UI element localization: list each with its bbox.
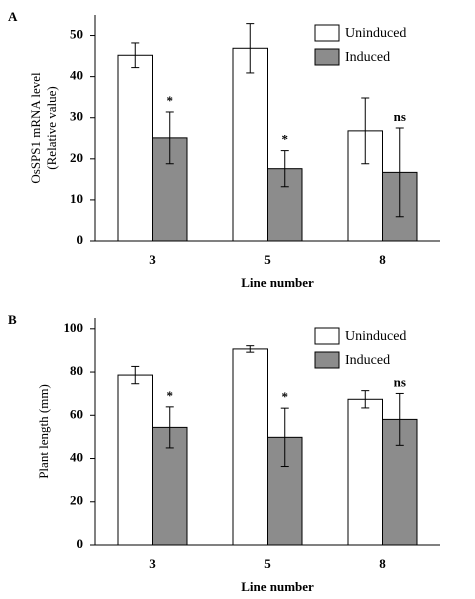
annotation: ns — [394, 109, 406, 124]
bar — [117, 54, 153, 242]
legend-label: Induced — [345, 50, 390, 65]
y-tick-label: 0 — [77, 536, 84, 551]
legend-label: Uninduced — [345, 26, 406, 41]
x-tick-label: 8 — [379, 252, 386, 267]
annotation: * — [167, 93, 174, 108]
annotation: * — [167, 388, 174, 403]
bar — [267, 168, 303, 242]
x-tick-label: 3 — [149, 252, 156, 267]
annotation: * — [282, 389, 289, 404]
y-tick-label: 30 — [70, 109, 83, 124]
y-axis-label: OsSPS1 mRNA level(Relative value) — [28, 72, 59, 184]
panel-label: A — [8, 9, 18, 24]
annotation: * — [282, 132, 289, 147]
legend-swatch — [314, 24, 340, 42]
y-tick-label: 80 — [70, 363, 83, 378]
y-axis-label: Plant length (mm) — [36, 384, 51, 479]
bar — [232, 348, 268, 546]
y-tick-label: 60 — [70, 406, 83, 421]
panel-label: B — [8, 312, 17, 327]
y-tick-label: 10 — [70, 191, 83, 206]
legend-label: Induced — [345, 353, 390, 368]
y-tick-label: 40 — [70, 68, 83, 83]
legend-swatch — [314, 48, 340, 66]
legend-label: Uninduced — [345, 329, 406, 344]
y-tick-label: 20 — [70, 150, 83, 165]
legend-swatch — [314, 351, 340, 369]
x-axis-label: Line number — [241, 275, 314, 290]
annotation: ns — [394, 374, 406, 389]
bar — [347, 398, 383, 546]
bar — [232, 47, 268, 242]
legend-swatch — [314, 327, 340, 345]
y-tick-label: 40 — [70, 450, 83, 465]
bar — [117, 374, 153, 546]
y-tick-label: 0 — [77, 232, 84, 247]
y-tick-label: 50 — [70, 27, 83, 42]
y-tick-label: 20 — [70, 493, 83, 508]
x-tick-label: 5 — [264, 556, 271, 571]
x-axis-label: Line number — [241, 579, 314, 594]
x-tick-label: 8 — [379, 556, 386, 571]
x-tick-label: 5 — [264, 252, 271, 267]
y-tick-label: 100 — [64, 320, 84, 335]
x-tick-label: 3 — [149, 556, 156, 571]
